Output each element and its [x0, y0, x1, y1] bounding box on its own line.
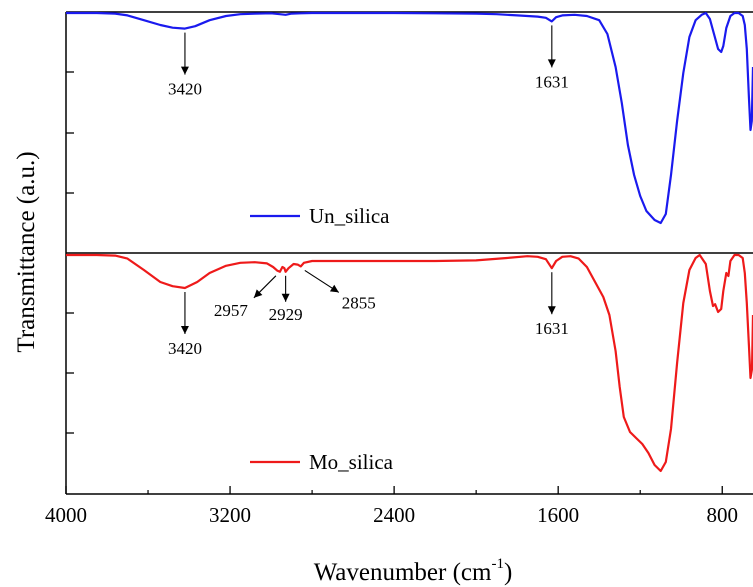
series-line-un-silica [66, 11, 753, 225]
x-tick-label: 4000 [45, 503, 87, 527]
x-tick-label: 1600 [537, 503, 579, 527]
legend-label: Mo_silica [309, 450, 394, 474]
x-tick-label: 3200 [209, 503, 251, 527]
x-axis-label-close: ) [504, 559, 512, 586]
x-axis-label-sup: -1 [491, 556, 504, 572]
annotation-arrowhead [180, 326, 189, 334]
legend-label: Un_silica [309, 204, 390, 228]
annotation-label: 1631 [535, 72, 569, 91]
y-axis-label: Transmittance (a.u.) [13, 151, 40, 352]
series-line-mo-silica [66, 253, 753, 473]
annotation-label: 3420 [168, 339, 202, 358]
annotation-label: 3420 [168, 80, 202, 99]
annotation-arrowhead [547, 306, 556, 315]
legend: Un_silica Mo_silica [250, 204, 394, 474]
annotation-label: 2929 [269, 305, 303, 324]
annotation-label: 2855 [342, 293, 376, 312]
plot-frame [65, 11, 753, 495]
annotation-label: 2957 [214, 301, 249, 320]
y-axis [66, 71, 74, 434]
annotation-arrowhead [547, 59, 556, 68]
x-axis-label-main: Wavenumber (cm [314, 559, 492, 586]
series-layer [66, 11, 753, 473]
annotation-arrowhead [253, 289, 263, 298]
annotation-arrowhead [180, 66, 189, 75]
annotation-arrowhead [329, 284, 339, 293]
annotations: 3420 1631 3420 2957 2929 2855 1631 [168, 25, 569, 358]
x-tick-label: 2400 [373, 503, 415, 527]
x-tick-label: 800 [706, 503, 738, 527]
annotation-label: 1631 [535, 319, 569, 338]
annotation-arrowhead [281, 293, 290, 302]
x-axis: 4000 3200 2400 1600 800 [45, 486, 738, 527]
x-axis-label: Wavenumber (cm-1) [314, 556, 513, 586]
